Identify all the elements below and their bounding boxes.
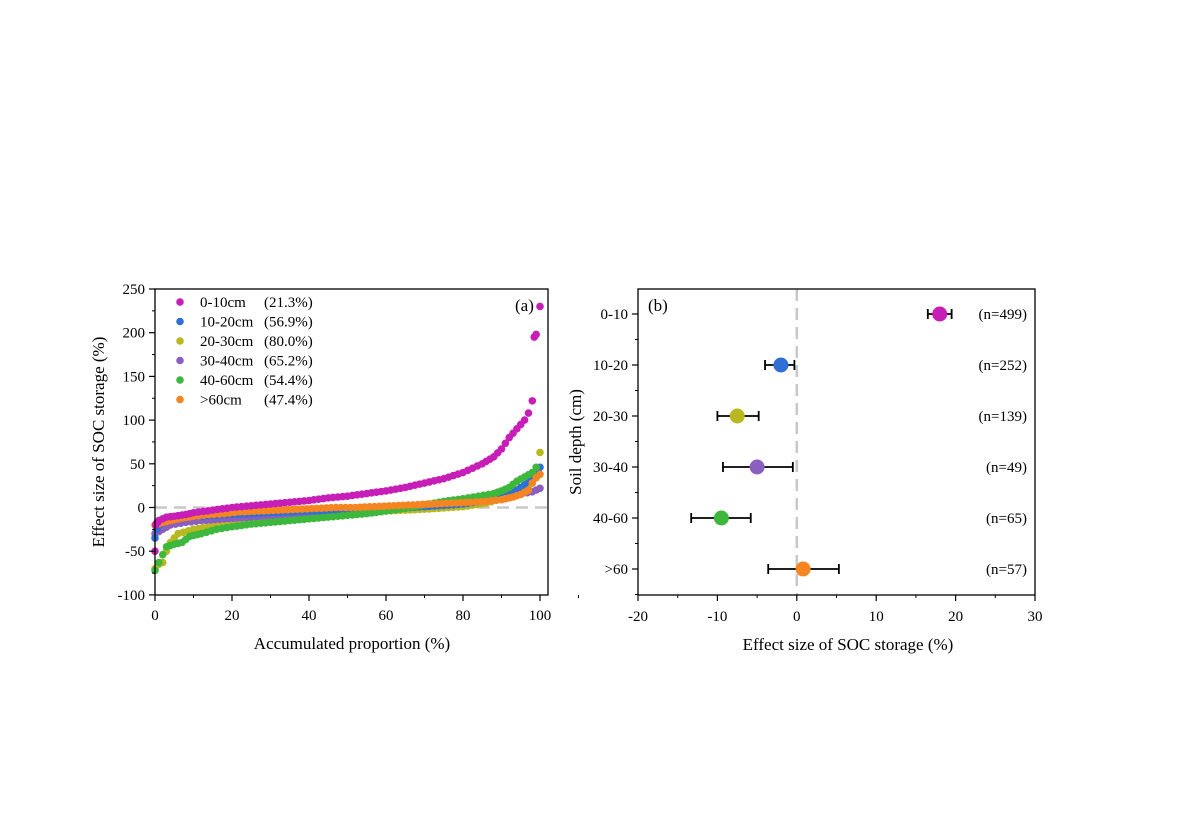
- legend: 0-10cm (21.3%) 10-20cm (56.9%) 20-30cm (80.0%…: [176, 295, 313, 409]
- y-tick-label: 20-30: [593, 409, 628, 425]
- sample-size-label: (n=65): [986, 511, 1027, 527]
- mean-marker: [932, 306, 948, 322]
- legend-marker: [176, 337, 184, 345]
- legend-percentage: (21.3%): [264, 295, 313, 311]
- sample-size-label: (n=49): [986, 460, 1027, 476]
- data-point: [528, 479, 537, 487]
- series--60cm: [151, 470, 544, 529]
- panel-a-xlabel: Accumulated proportion (%): [254, 634, 450, 653]
- y-tick-label: >60: [605, 562, 628, 578]
- panel-a: 0 20 40 60 80 100 -100 -50 0 50 100 150 200 250 (a) A…: [89, 282, 579, 653]
- legend-label: 0-10cm: [200, 295, 246, 311]
- y-tick-label: 0: [138, 501, 146, 517]
- data-point: [497, 445, 506, 453]
- legend-percentage: (54.4%): [264, 373, 313, 389]
- data-point: [536, 484, 544, 493]
- y-tick-label: 250: [123, 282, 146, 298]
- legend-percentage: (80.0%): [264, 334, 313, 350]
- x-tick-label: 100: [529, 608, 552, 624]
- data-point: [532, 330, 540, 339]
- data-point: [520, 416, 529, 424]
- y-tick-label: 150: [123, 369, 146, 385]
- data-point: [532, 463, 540, 472]
- legend-percentage: (65.2%): [264, 354, 313, 370]
- series-0-10cm: [151, 302, 544, 555]
- data-point: [528, 468, 537, 477]
- data-point: [501, 439, 510, 448]
- data-point: [158, 550, 167, 559]
- mean-marker: [729, 408, 745, 424]
- y-tick-label: -100: [118, 588, 146, 604]
- y-tick-label: 100: [123, 413, 146, 429]
- x-tick-label: 0: [793, 609, 801, 625]
- x-tick-label: 30: [1028, 609, 1043, 625]
- y-tick-label: 10-20: [593, 358, 628, 374]
- y-tick-label: 50: [130, 457, 145, 473]
- legend-marker: [176, 317, 184, 326]
- legend-percentage: (56.9%): [264, 315, 313, 331]
- data-point: [524, 409, 533, 417]
- panel-b-axes: -20 -10 0 10 20 30 0-10 10-20 20-30 30-40 40-60 >60: [593, 307, 1043, 625]
- legend-label: 20-30cm: [200, 334, 254, 350]
- scatter-points: [151, 302, 544, 575]
- mean-marker: [713, 510, 729, 526]
- y-tick-label: 200: [123, 326, 146, 342]
- legend-marker: [176, 356, 184, 365]
- legend-marker: [176, 395, 184, 404]
- panel-b: -20 -10 0 10 20 30 0-10 10-20 20-30 30-40 40-60 >60…: [566, 288, 1043, 654]
- y-tick-label: 30-40: [593, 460, 628, 476]
- panel-b-xlabel: Effect size of SOC storage (%): [743, 635, 954, 654]
- x-tick-label: 0: [151, 608, 159, 624]
- data-point: [536, 448, 544, 457]
- forest-row-2030: (n=139): [716, 408, 1027, 425]
- x-tick-label: -20: [628, 609, 648, 625]
- panel-a-ylabel: Effect size of SOC storage (%): [89, 337, 108, 548]
- data-point: [536, 470, 544, 479]
- y-tick-label: 40-60: [593, 511, 628, 527]
- mean-marker: [749, 459, 765, 475]
- legend-percentage: (47.4%): [264, 393, 313, 409]
- x-tick-label: 10: [869, 609, 884, 625]
- legend-label: 30-40cm: [200, 354, 254, 370]
- panel-b-tag: (b): [648, 296, 668, 315]
- legend-label: 10-20cm: [200, 315, 254, 331]
- x-tick-label: 80: [456, 608, 471, 624]
- x-tick-label: -10: [707, 609, 727, 625]
- legend-marker: [176, 298, 184, 306]
- sample-size-label: (n=139): [979, 409, 1027, 425]
- legend-marker: [176, 376, 184, 384]
- mean-marker: [773, 357, 789, 373]
- sample-size-label: (n=499): [979, 307, 1027, 323]
- x-tick-label: 20: [948, 609, 963, 625]
- forest-row-4060: (n=65): [690, 510, 1027, 527]
- data-point: [528, 397, 537, 405]
- y-tick-label: 0-10: [601, 307, 629, 323]
- forest-row-3040: (n=49): [722, 459, 1027, 476]
- legend-label: 40-60cm: [200, 373, 254, 389]
- data-point: [524, 486, 533, 494]
- forest-row-010: (n=499): [926, 306, 1027, 323]
- data-point: [536, 302, 544, 311]
- x-tick-label: 20: [225, 608, 240, 624]
- mean-marker: [795, 561, 811, 577]
- forest-rows: (n=499) (n=252) (n=139) (n=49) (n=65) (n=57): [690, 306, 1027, 578]
- sample-size-label: (n=252): [979, 358, 1027, 374]
- panel-a-tag: (a): [515, 296, 534, 315]
- sample-size-label: (n=57): [986, 562, 1027, 578]
- panel-b-frame: [637, 288, 1036, 596]
- forest-row-60: (n=57): [767, 561, 1027, 578]
- data-point: [155, 558, 163, 567]
- x-tick-label: 40: [302, 608, 317, 624]
- y-tick-label: -50: [125, 544, 145, 560]
- panel-a-axes: 0 20 40 60 80 100 -100 -50 0 50 100 150 200 250: [118, 282, 579, 624]
- legend-label: >60cm: [200, 393, 242, 409]
- x-tick-label: 60: [379, 608, 394, 624]
- forest-row-1020: (n=252): [764, 357, 1027, 374]
- panel-b-ylabel: Soil depth (cm): [566, 389, 585, 495]
